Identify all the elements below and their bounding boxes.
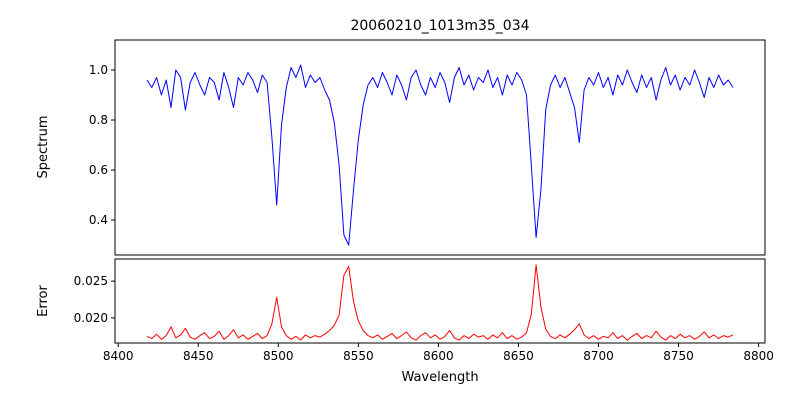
y-tick-label: 1.0 xyxy=(89,63,108,77)
x-tick-label: 8500 xyxy=(263,349,294,363)
x-tick-label: 8650 xyxy=(503,349,534,363)
spectrum-line xyxy=(146,64,734,246)
x-axis-label: Wavelength xyxy=(401,370,478,385)
chart-title: 20060210_1013m35_034 xyxy=(350,18,529,34)
x-tick-label: 8600 xyxy=(423,349,454,363)
panel-border-error xyxy=(114,258,766,344)
panel-border-spectrum xyxy=(114,39,766,256)
y-tick-label: 0.025 xyxy=(74,274,108,288)
y-axis-label-spectrum: Spectrum xyxy=(36,116,51,179)
y-tick-label: 0.8 xyxy=(89,113,108,127)
y-tick-label: 0.6 xyxy=(89,163,108,177)
x-tick-label: 8800 xyxy=(743,349,774,363)
y-axis-label-error: Error xyxy=(36,285,51,317)
plot-layer: 0.4 0.6 0.8 1.0 0.020 0.025 8400 8450 8500 8550 86… xyxy=(74,39,774,363)
error-line xyxy=(146,264,734,341)
x-tick-label: 8750 xyxy=(663,349,694,363)
x-tick-label: 8400 xyxy=(103,349,134,363)
y-tick-label: 0.4 xyxy=(89,213,108,227)
y-tick-label: 0.020 xyxy=(74,311,108,325)
x-tick-label: 8450 xyxy=(183,349,214,363)
x-tick-label: 8550 xyxy=(343,349,374,363)
x-tick-label: 8700 xyxy=(583,349,614,363)
